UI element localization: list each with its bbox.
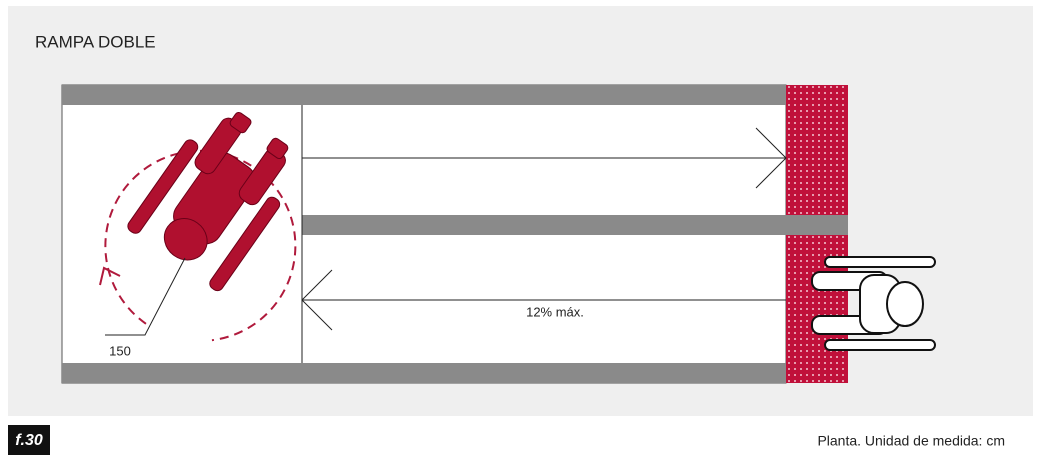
tactile-strip [786, 85, 848, 215]
figure-badge [8, 425, 50, 455]
arrow-up [302, 127, 787, 189]
wheelchair-user-white [811, 256, 936, 351]
diameter-label: 150 [109, 343, 131, 358]
caption: Planta. Unidad de medida: cm [817, 433, 1005, 449]
figure-number: f.30 [15, 432, 43, 449]
arrow-down [301, 269, 786, 331]
slope-label: 12% máx. [526, 304, 584, 319]
wheelchair-user-red [127, 111, 289, 292]
title: RAMPA DOBLE [35, 32, 156, 51]
